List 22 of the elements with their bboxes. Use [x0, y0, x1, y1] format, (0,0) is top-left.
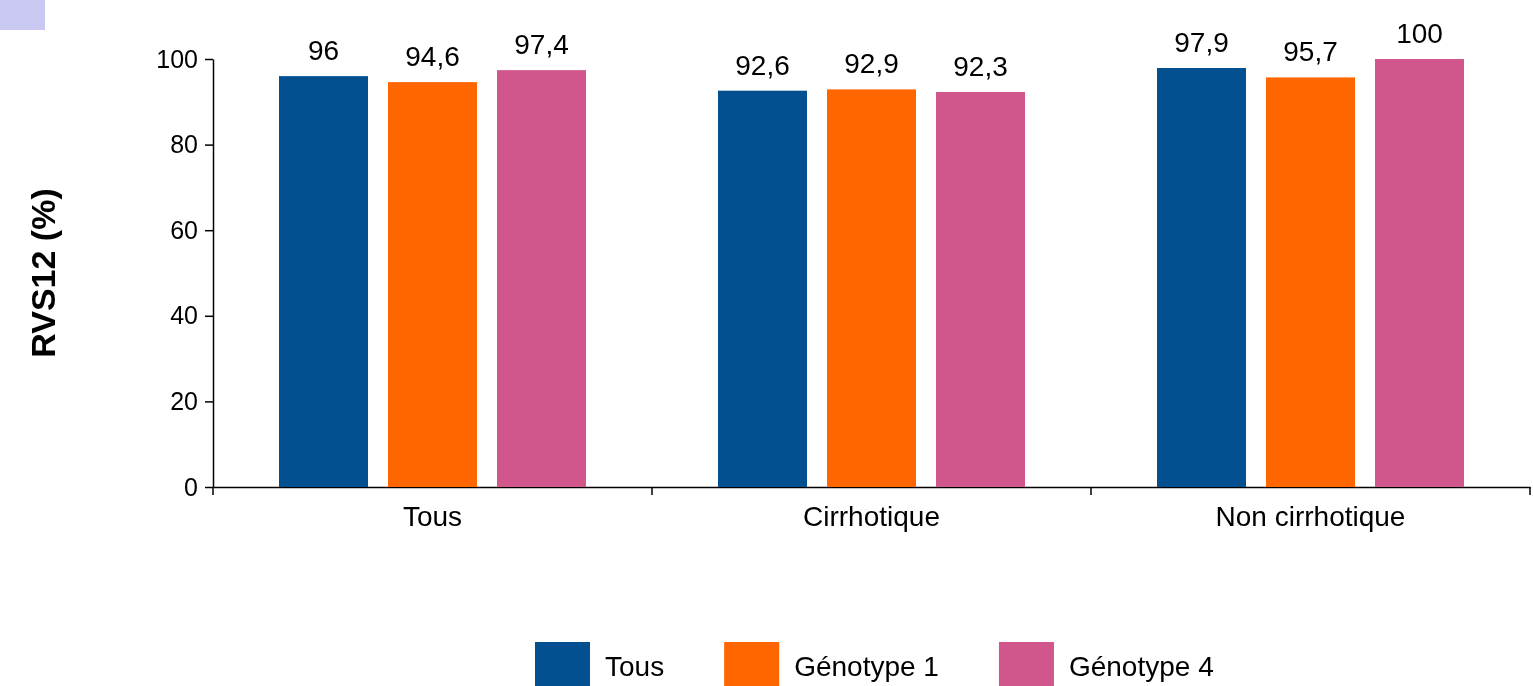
y-tick-label: 20 [170, 386, 198, 415]
legend-label: Génotype 1 [794, 651, 939, 682]
x-tick-label: Cirrhotique [803, 501, 940, 532]
y-axis-title: RVS12 (%) [24, 188, 62, 358]
data-label: 92,3 [953, 50, 1008, 82]
y-tick-label: 80 [170, 130, 198, 159]
y-tick-label: 40 [170, 301, 198, 330]
data-label: 94,6 [405, 41, 460, 73]
data-label: 96 [307, 35, 340, 67]
data-label: 97,9 [1174, 26, 1229, 58]
y-tick-label: 100 [156, 44, 198, 73]
data-label: 97,4 [514, 29, 569, 61]
legend-label: Tous [605, 651, 665, 682]
data-label: 92,6 [735, 49, 790, 81]
x-tick-label: Tous [402, 501, 463, 532]
data-label: 100 [1396, 18, 1443, 49]
data-label: 92,9 [844, 48, 899, 80]
data-label: 95,7 [1283, 36, 1338, 68]
x-tick-label: Non cirrhotique [1215, 501, 1406, 532]
y-tick-label: 0 [184, 472, 198, 501]
y-tick-label: 60 [170, 215, 198, 244]
legend-label: Génotype 4 [1068, 651, 1214, 682]
